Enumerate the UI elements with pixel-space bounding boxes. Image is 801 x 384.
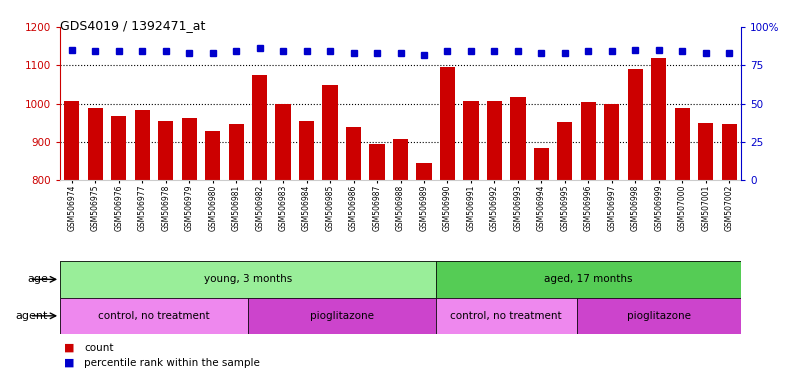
Bar xyxy=(604,104,619,180)
Bar xyxy=(323,85,338,180)
Text: control, no treatment: control, no treatment xyxy=(99,311,210,321)
Bar xyxy=(64,101,79,180)
Bar xyxy=(417,163,432,180)
Text: percentile rank within the sample: percentile rank within the sample xyxy=(84,358,260,368)
Text: age: age xyxy=(27,274,48,285)
Text: GDS4019 / 1392471_at: GDS4019 / 1392471_at xyxy=(60,19,205,32)
Bar xyxy=(60,261,436,298)
Text: ■: ■ xyxy=(64,343,74,353)
Bar xyxy=(248,298,436,334)
Bar xyxy=(436,298,577,334)
Bar xyxy=(510,97,525,180)
Bar xyxy=(369,144,384,180)
Bar xyxy=(276,104,291,180)
Bar xyxy=(346,127,361,180)
Bar xyxy=(392,139,409,180)
Text: ■: ■ xyxy=(64,358,74,368)
Text: pioglitazone: pioglitazone xyxy=(310,311,374,321)
Bar xyxy=(440,67,455,180)
Bar xyxy=(111,116,127,180)
Bar xyxy=(228,124,244,180)
Bar xyxy=(487,101,502,180)
Bar xyxy=(205,131,220,180)
Bar xyxy=(436,261,741,298)
Text: agent: agent xyxy=(16,311,48,321)
Bar xyxy=(158,121,173,180)
Bar xyxy=(577,298,741,334)
Text: count: count xyxy=(84,343,114,353)
Bar xyxy=(87,108,103,180)
Bar xyxy=(674,108,690,180)
Bar xyxy=(135,110,150,180)
Text: young, 3 months: young, 3 months xyxy=(203,274,292,285)
Bar xyxy=(252,75,268,180)
Bar xyxy=(698,123,714,180)
Text: pioglitazone: pioglitazone xyxy=(626,311,690,321)
Bar xyxy=(557,122,573,180)
Bar xyxy=(299,121,314,180)
Bar xyxy=(463,101,478,180)
Bar xyxy=(628,69,643,180)
Bar xyxy=(182,118,197,180)
Text: aged, 17 months: aged, 17 months xyxy=(544,274,633,285)
Text: control, no treatment: control, no treatment xyxy=(450,311,562,321)
Bar xyxy=(533,148,549,180)
Bar xyxy=(722,124,737,180)
Bar xyxy=(60,298,248,334)
Bar xyxy=(581,102,596,180)
Bar xyxy=(651,58,666,180)
